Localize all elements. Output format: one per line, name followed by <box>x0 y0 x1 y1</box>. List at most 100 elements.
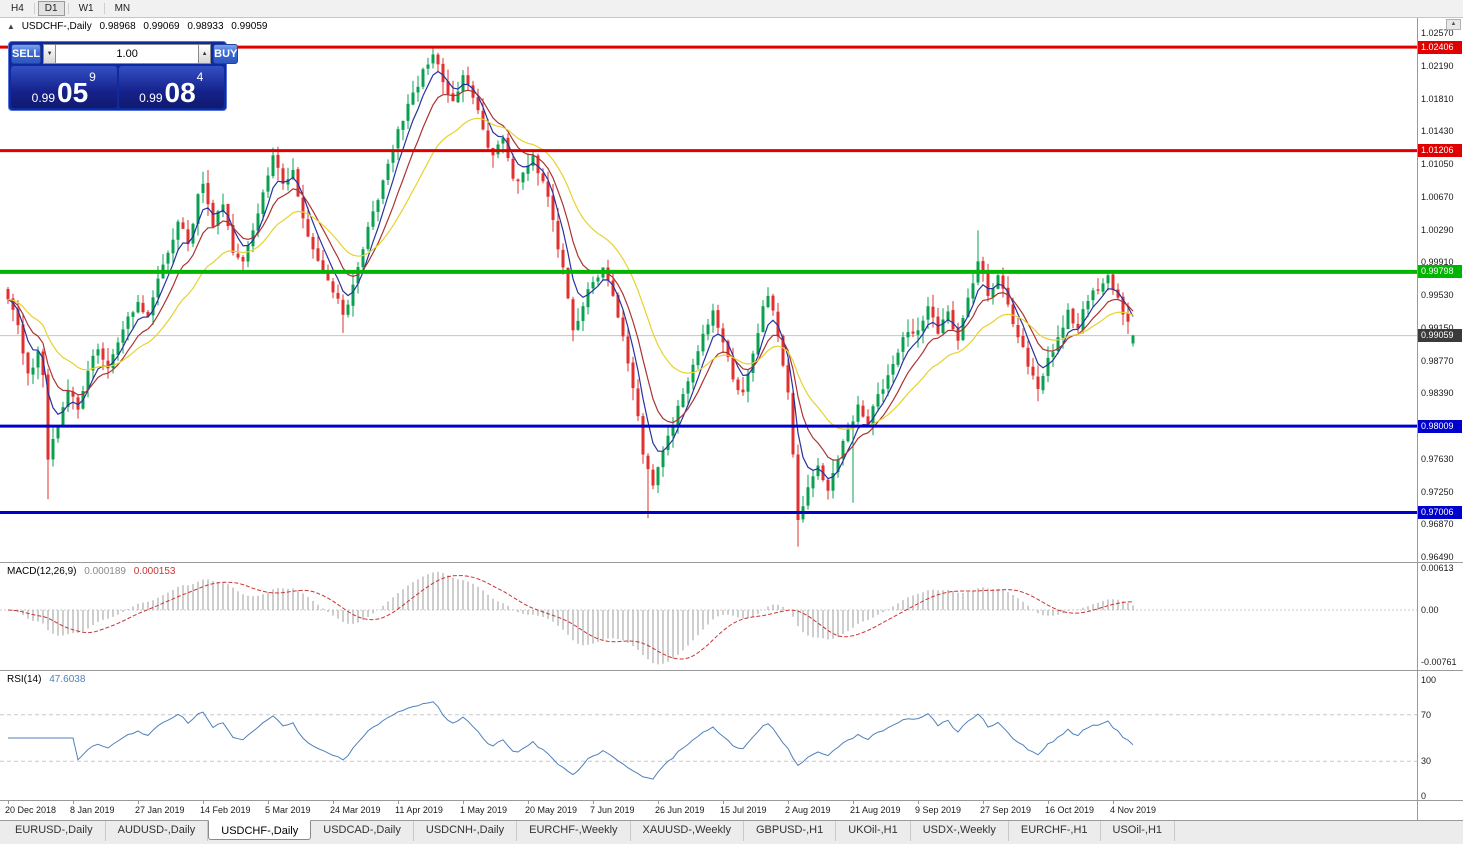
volume-input[interactable] <box>56 44 199 64</box>
macd-axis-label: 0.00613 <box>1421 563 1454 573</box>
chart-tab-eurchf-h1[interactable]: EURCHF-,H1 <box>1009 821 1101 841</box>
candlestick-series <box>6 45 1135 547</box>
macd-histogram <box>12 571 1134 665</box>
timeframe-button-h4[interactable]: H4 <box>11 3 24 14</box>
macd-title: MACD(12,26,9) <box>7 566 77 577</box>
current-price-badge: 0.99059 <box>1418 329 1462 343</box>
price-axis-tick: 0.96490 <box>1421 552 1454 562</box>
timeframe-button-w1[interactable]: W1 <box>78 3 94 14</box>
buy-button[interactable]: BUY <box>213 44 239 64</box>
moving-average-22-line <box>7 117 1134 430</box>
ohlc-close: 0.99059 <box>231 21 268 32</box>
date-axis-label: 5 Mar 2019 <box>265 805 311 815</box>
macd-header: MACD(12,26,9) 0.000189 0.000153 <box>7 566 175 577</box>
price-level-badge-1.02406: 1.02406 <box>1418 40 1462 54</box>
price-axis-tick: 0.99910 <box>1421 257 1454 268</box>
volume-increase-button[interactable]: ▲ <box>198 44 212 64</box>
up-arrow-icon: ▲ <box>1450 21 1457 27</box>
panel-splitter-rsi[interactable] <box>0 670 1463 671</box>
buy-price-big-digits: 08 <box>164 77 196 108</box>
chart-tab-audusd-daily[interactable]: AUDUSD-,Daily <box>106 821 209 841</box>
rsi-value: 47.6038 <box>49 674 86 685</box>
date-axis-tick <box>658 800 659 804</box>
chart-tab-usdx-weekly[interactable]: USDX-,Weekly <box>911 821 1009 841</box>
one-click-prices-row: 0.99 05 9 0.99 08 4 <box>11 66 224 108</box>
buy-price-prefix: 0.99 <box>139 91 163 105</box>
chart-tab-xauusd-weekly[interactable]: XAUUSD-,Weekly <box>631 821 744 841</box>
date-axis-tick <box>138 800 139 804</box>
buy-price-pip-digit: 4 <box>196 70 204 84</box>
chart-tab-usdcnh-daily[interactable]: USDCNH-,Daily <box>414 821 518 841</box>
price-level-badge-0.98009: 0.98009 <box>1418 419 1462 433</box>
sell-price-display[interactable]: 0.99 05 9 <box>11 66 117 108</box>
chart-tab-gbpusd-h1[interactable]: GBPUSD-,H1 <box>744 821 837 841</box>
chart-tab-eurusd-daily[interactable]: EURUSD-,Daily <box>3 821 106 841</box>
price-axis-tick: 0.96870 <box>1421 519 1454 530</box>
chart-tab-ukoil-h1[interactable]: UKOil-,H1 <box>836 821 911 841</box>
timeframe-toolbar: H4 D1 W1 MN <box>0 0 1463 18</box>
date-axis-label: 16 Oct 2019 <box>1045 805 1095 815</box>
price-axis-tick: 0.98770 <box>1421 355 1454 366</box>
date-axis-tick <box>983 800 984 804</box>
date-axis-label: 15 Jul 2019 <box>720 805 767 815</box>
price-axis-tick: 1.02570 <box>1421 28 1454 38</box>
moving-average-10-line <box>7 89 1134 461</box>
date-axis-label: 1 May 2019 <box>460 805 508 815</box>
sell-price-prefix: 0.99 <box>31 91 55 105</box>
collapse-trade-panel-icon[interactable]: ▲ <box>7 22 15 31</box>
date-axis-tick <box>918 800 919 804</box>
rsi-indicator-chart[interactable] <box>0 670 1417 800</box>
chart-tab-usoil-h1[interactable]: USOil-,H1 <box>1101 821 1176 841</box>
date-axis-label: 4 Nov 2019 <box>1110 805 1157 815</box>
chart-tab-usdcad-daily[interactable]: USDCAD-,Daily <box>311 821 414 841</box>
date-axis-tick <box>593 800 594 804</box>
date-axis-tick <box>1048 800 1049 804</box>
panel-splitter-macd[interactable] <box>0 562 1463 563</box>
date-axis-tick <box>73 800 74 804</box>
date-axis-label: 26 Jun 2019 <box>655 805 705 815</box>
chart-ohlc-header: ▲ USDCHF-,Daily 0.98968 0.99069 0.98933 … <box>7 21 267 32</box>
date-axis-tick <box>333 800 334 804</box>
date-axis-tick <box>268 800 269 804</box>
sell-price-pip-digit: 9 <box>89 70 96 84</box>
one-click-controls-row: SELL ▼ ▲ BUY <box>11 44 239 64</box>
toolbar-separator <box>103 3 105 14</box>
ohlc-low: 0.98933 <box>187 21 224 32</box>
price-axis-tick: 1.00670 <box>1421 191 1454 202</box>
date-axis-label: 20 May 2019 <box>525 805 578 815</box>
date-axis-tick <box>528 800 529 804</box>
moving-average-5-line <box>7 70 1134 480</box>
date-axis-label: 9 Sep 2019 <box>915 805 962 815</box>
rsi-axis-label: 70 <box>1421 709 1432 720</box>
date-axis-label: 8 Jan 2019 <box>70 805 115 815</box>
macd-signal-value: 0.000153 <box>133 566 176 577</box>
buy-price-display[interactable]: 0.99 08 4 <box>118 66 224 108</box>
date-axis-label: 11 Apr 2019 <box>395 805 443 815</box>
volume-decrease-button[interactable]: ▼ <box>43 44 57 64</box>
rsi-axis-label: 100 <box>1421 675 1437 685</box>
price-axis-tick: 1.01810 <box>1421 93 1454 104</box>
date-axis-divider <box>0 800 1463 801</box>
chart-tab-usdchf-daily[interactable]: USDCHF-,Daily <box>208 820 312 840</box>
date-axis-tick <box>853 800 854 804</box>
price-axis-tick: 1.01430 <box>1421 126 1454 137</box>
date-axis-label: 7 Jun 2019 <box>590 805 635 815</box>
timeframe-button-d1[interactable]: D1 <box>37 1 65 16</box>
rsi-axis-label: 30 <box>1421 756 1432 767</box>
price-axis-tick: 1.01050 <box>1421 159 1454 169</box>
price-level-badge-1.01206: 1.01206 <box>1418 144 1462 158</box>
chart-tab-eurchf-weekly[interactable]: EURCHF-,Weekly <box>517 821 631 841</box>
price-axis-tick: 0.99530 <box>1421 290 1454 300</box>
price-axis-tick: 0.97630 <box>1421 453 1454 464</box>
rsi-title: RSI(14) <box>7 674 42 685</box>
timeframe-button-mn[interactable]: MN <box>114 3 131 14</box>
date-axis-label: 2 Aug 2019 <box>785 805 831 815</box>
date-axis-label: 14 Feb 2019 <box>200 805 251 815</box>
date-axis-tick <box>398 800 399 804</box>
scrollbar-up-button[interactable]: ▲ <box>1446 19 1461 30</box>
macd-indicator-chart[interactable] <box>0 562 1417 670</box>
price-axis-tick: 1.02190 <box>1421 60 1454 71</box>
date-axis-tick <box>463 800 464 804</box>
sell-price-big-digits: 05 <box>57 77 89 108</box>
sell-button[interactable]: SELL <box>11 44 42 64</box>
